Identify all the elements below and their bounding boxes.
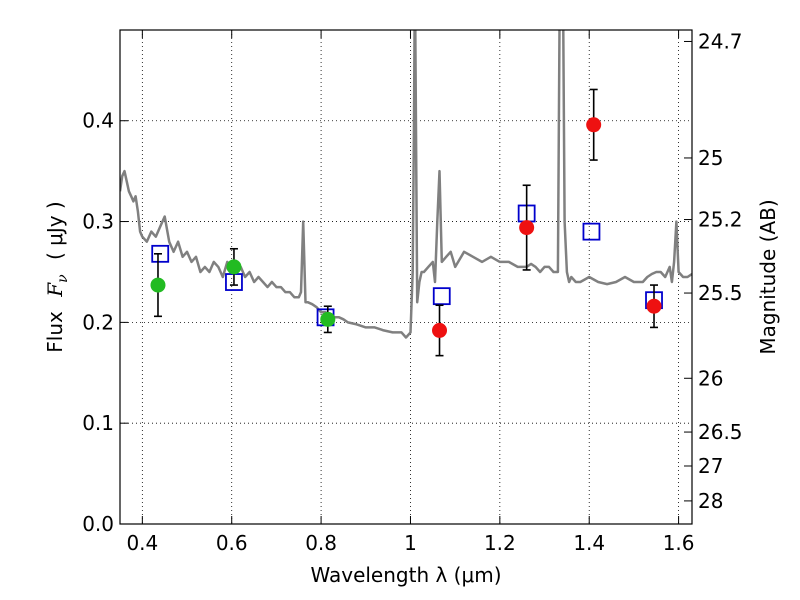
points-layer <box>150 88 663 357</box>
x-tick-label: 0.6 <box>216 531 248 555</box>
y-tick-label: 0.2 <box>82 310 114 334</box>
svg-text:Flux Fν ( μJy ): Flux Fν ( μJy ) <box>43 201 72 352</box>
red-point <box>432 322 448 338</box>
model-square <box>151 244 170 263</box>
mag-tick-label: 27 <box>698 454 723 478</box>
x-tick-label: 1 <box>404 531 417 555</box>
red-point <box>646 298 662 314</box>
y-axis-label: Flux Fν ( μJy ) <box>43 201 72 352</box>
spectrum-layer <box>120 30 692 339</box>
mag-tick-label: 25 <box>698 146 723 170</box>
grid <box>120 30 692 525</box>
model-square <box>582 222 601 241</box>
red-point <box>519 220 535 236</box>
mag-tick-label: 26 <box>698 366 723 390</box>
spectrum-line <box>120 30 692 339</box>
y-axis-label-units: ( μJy ) <box>43 201 67 260</box>
x-tick-label: 0.4 <box>126 531 158 555</box>
mag-tick-label: 25.2 <box>698 208 743 232</box>
green-point <box>150 277 166 293</box>
y-axis-label-text: Flux <box>43 311 67 353</box>
y-tick-label: 0.0 <box>82 512 114 536</box>
mag-tick-label: 25.5 <box>698 281 743 305</box>
mag-tick-label: 28 <box>698 489 723 513</box>
ticks: 0.4 0.6 0.8 1 1.2 1.4 1.6 0.0 0.1 0.2 0.3 0.4 24.7 25… <box>82 29 742 555</box>
mag-tick-label: 26.5 <box>698 420 743 444</box>
red-point <box>586 117 602 133</box>
x-tick-label: 1.2 <box>484 531 516 555</box>
x-tick-label: 1.4 <box>573 531 605 555</box>
y2-axis-label: Magnitude (AB) <box>756 199 780 354</box>
y-tick-label: 0.1 <box>82 411 114 435</box>
mag-tick-label: 24.7 <box>698 29 743 53</box>
green-point <box>320 311 336 327</box>
y-tick-label: 0.3 <box>82 210 114 234</box>
y-axis-label-math: F <box>43 282 67 298</box>
x-tick-label: 1.6 <box>663 531 695 555</box>
green-point <box>226 259 242 275</box>
y-axis-label-sub: ν <box>55 274 71 283</box>
plot-frame <box>119 29 693 525</box>
y-tick-label: 0.4 <box>82 109 114 133</box>
x-tick-label: 0.8 <box>305 531 337 555</box>
x-axis-label: Wavelength λ (μm) <box>310 563 501 587</box>
model-square <box>432 287 451 306</box>
